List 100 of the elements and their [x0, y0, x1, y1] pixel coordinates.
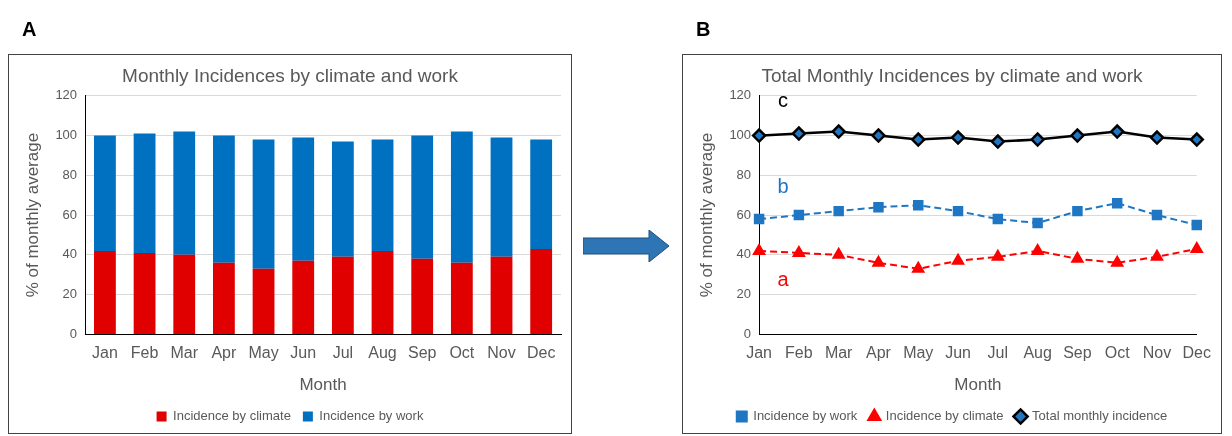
legend-label: Incidence by climate [173, 408, 291, 424]
x-tick-label: May [248, 344, 279, 362]
chart-title: Monthly Incidences by climate and work [122, 64, 459, 86]
bar [252, 139, 275, 269]
x-tick-label: Oct [449, 344, 475, 362]
x-tick-label: Mar [824, 344, 854, 362]
bar [371, 250, 394, 334]
x-tick-label: Nov [1142, 344, 1172, 362]
x-axis-title: Month [954, 375, 1002, 395]
x-tick-label: May [903, 344, 934, 362]
y-tick-label: 100 [729, 127, 752, 143]
x-tick-label: Jun [290, 344, 317, 362]
point [753, 213, 765, 225]
bar [252, 268, 275, 334]
x-tick-label: Dec [526, 344, 556, 362]
point [951, 253, 965, 265]
point [1189, 132, 1205, 147]
point [1070, 128, 1085, 143]
bar [94, 135, 116, 251]
point [1111, 255, 1124, 267]
bar [133, 133, 156, 253]
y-tick-label: 0 [69, 325, 78, 341]
y-axis-title: % of monthly average [22, 132, 42, 298]
legend-label: Total monthly incidence [1032, 408, 1168, 424]
y-tick-label: 20 [736, 286, 752, 302]
bar [331, 256, 354, 334]
point [1190, 241, 1203, 253]
x-tick-label: Aug [1023, 344, 1052, 362]
chart-title: Total Monthly Incidences by climate and work [761, 64, 1144, 86]
x-tick-label: Apr [211, 344, 238, 362]
point [1072, 205, 1083, 217]
y-tick-label: 40 [62, 246, 78, 262]
point [1071, 251, 1084, 263]
y-tick-label: 100 [55, 127, 78, 143]
legend-label: Incidence by climate [885, 408, 1004, 424]
point [872, 255, 885, 267]
annotation: b [777, 174, 789, 197]
x-tick-label: Sep [1063, 344, 1092, 362]
x-tick-label: Sep [407, 344, 437, 362]
bar [411, 258, 434, 334]
bar [173, 131, 196, 255]
point [991, 249, 1005, 261]
point [873, 201, 884, 213]
point [1150, 249, 1164, 261]
y-tick-label: 80 [736, 166, 752, 182]
bar [292, 260, 315, 334]
point [791, 126, 807, 141]
bar [212, 135, 235, 263]
annotation: c [778, 89, 789, 112]
x-tick-label: Oct [1104, 344, 1131, 362]
bar [133, 252, 156, 334]
y-axis-title: % of monthly average [696, 132, 716, 298]
y-tick-label: 40 [736, 246, 752, 262]
point [833, 205, 844, 217]
point [1191, 219, 1203, 231]
y-tick-label: 120 [729, 87, 752, 103]
point [950, 130, 966, 145]
x-tick-label: Apr [866, 344, 892, 362]
text: A [22, 18, 37, 40]
point [912, 261, 925, 273]
legend-label: Incidence by work [319, 408, 424, 424]
legend-label: Incidence by work [753, 408, 858, 424]
x-tick-label: Jul [332, 344, 354, 362]
x-tick-label: Jan [746, 344, 772, 362]
x-tick-label: Feb [785, 344, 813, 362]
bar [371, 139, 394, 251]
point [913, 199, 924, 211]
point [1031, 243, 1044, 255]
point [911, 132, 926, 147]
point [1030, 132, 1045, 147]
y-tick-label: 0 [743, 325, 752, 341]
point [1151, 209, 1163, 221]
x-tick-label: Dec [1182, 344, 1211, 362]
point [752, 243, 766, 255]
point [871, 128, 886, 143]
point [792, 245, 806, 257]
point [831, 124, 846, 139]
bar [331, 141, 354, 257]
bar [292, 137, 315, 261]
bar [490, 256, 513, 334]
bar [450, 131, 473, 263]
annotation: a [777, 268, 790, 291]
y-tick-label: 60 [62, 206, 78, 222]
bar [411, 135, 434, 259]
point [1032, 217, 1043, 229]
y-tick-label: 80 [62, 166, 78, 182]
x-axis-title: Month [299, 375, 347, 395]
x-tick-label: Nov [487, 344, 516, 362]
bar [490, 137, 513, 257]
point [1149, 130, 1165, 145]
bar [94, 250, 116, 334]
bar [450, 262, 473, 334]
x-tick-label: Mar [170, 344, 199, 362]
point [990, 134, 1006, 149]
bar [212, 262, 235, 334]
x-tick-label: Jun [945, 344, 971, 362]
point [1111, 197, 1123, 209]
point [992, 213, 1004, 225]
text: B [696, 18, 711, 40]
x-tick-label: Jul [987, 344, 1009, 362]
